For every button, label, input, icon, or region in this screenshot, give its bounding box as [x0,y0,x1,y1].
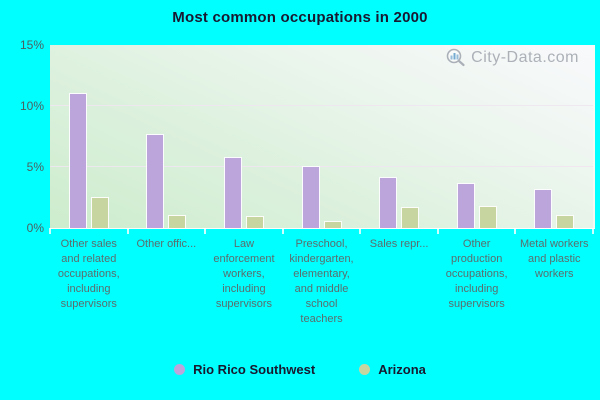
magnifier-with-bars-icon [446,48,465,67]
y-tick-label-10: 10% [19,99,44,113]
x-axis-labels: Other sales and related occupations, inc… [50,237,593,327]
bar-arizona-4 [323,220,342,228]
category-group-3 [205,45,283,228]
x-category-label-4: Preschool, kindergarten, elementary, and… [289,238,354,325]
bar-rio-rico-southwest-2 [146,134,165,228]
legend: Rio Rico Southwest Arizona [0,362,600,377]
legend-item-rio-rico-southwest: Rio Rico Southwest [174,362,315,377]
x-axis-tick [436,228,439,234]
bar-rio-rico-southwest-1 [68,92,87,228]
x-axis-tick [359,228,362,234]
bar-rio-rico-southwest-7 [534,189,553,228]
chart-title: Most common occupations in 2000 [172,9,428,26]
category-group-6 [438,45,516,228]
legend-label-arizona: Arizona [378,362,426,377]
legend-dot-arizona [359,364,371,375]
x-axis-tick [49,228,51,234]
y-axis: 0% 5% 10% 15% [0,38,44,235]
x-category-label-5: Sales repr... [369,238,429,250]
x-category-label-2: Other offic... [136,238,197,250]
x-category-label-7: Metal workers and plastic workers [520,238,589,280]
bar-arizona-6 [478,206,497,228]
x-axis-ticks [49,228,594,234]
category-group-7 [515,45,593,228]
gridline-10 [50,105,593,106]
bars-container [50,45,593,228]
y-tick-label-0: 0% [26,221,44,235]
category-group-5 [360,45,438,228]
plot-background [50,45,595,229]
x-category-label-6: Other production occupations, including … [445,238,508,310]
bar-arizona-5 [401,207,420,228]
x-axis-tick [281,228,284,234]
category-group-1 [50,45,128,228]
y-tick-label-15: 15% [19,38,44,52]
x-axis-tick [204,228,207,234]
watermark: City-Data.com [445,48,579,67]
watermark-text: City-Data.com [471,48,579,66]
bar-arizona-3 [245,216,264,228]
x-axis-tick [592,228,594,234]
chart-area: City-Data.com [50,45,595,229]
bar-rio-rico-southwest-4 [301,166,320,228]
bar-rio-rico-southwest-3 [223,157,242,228]
legend-item-arizona: Arizona [359,362,426,377]
x-category-label-1: Other sales and related occupations, inc… [57,238,120,310]
bar-arizona-7 [556,214,575,228]
y-tick-label-5: 5% [26,160,44,174]
x-axis-tick [126,228,129,234]
bar-arizona-1 [90,196,109,228]
gridline-5 [50,166,593,167]
bar-rio-rico-southwest-5 [379,176,398,228]
category-group-2 [128,45,206,228]
bar-rio-rico-southwest-6 [456,183,475,228]
bar-arizona-2 [168,214,187,228]
x-category-label-3: Law enforcement workers, including super… [213,238,275,310]
legend-label-rio-rico-southwest: Rio Rico Southwest [193,362,316,377]
category-group-4 [283,45,361,228]
x-axis-tick [514,228,517,234]
legend-dot-rio-rico-southwest [174,364,186,375]
